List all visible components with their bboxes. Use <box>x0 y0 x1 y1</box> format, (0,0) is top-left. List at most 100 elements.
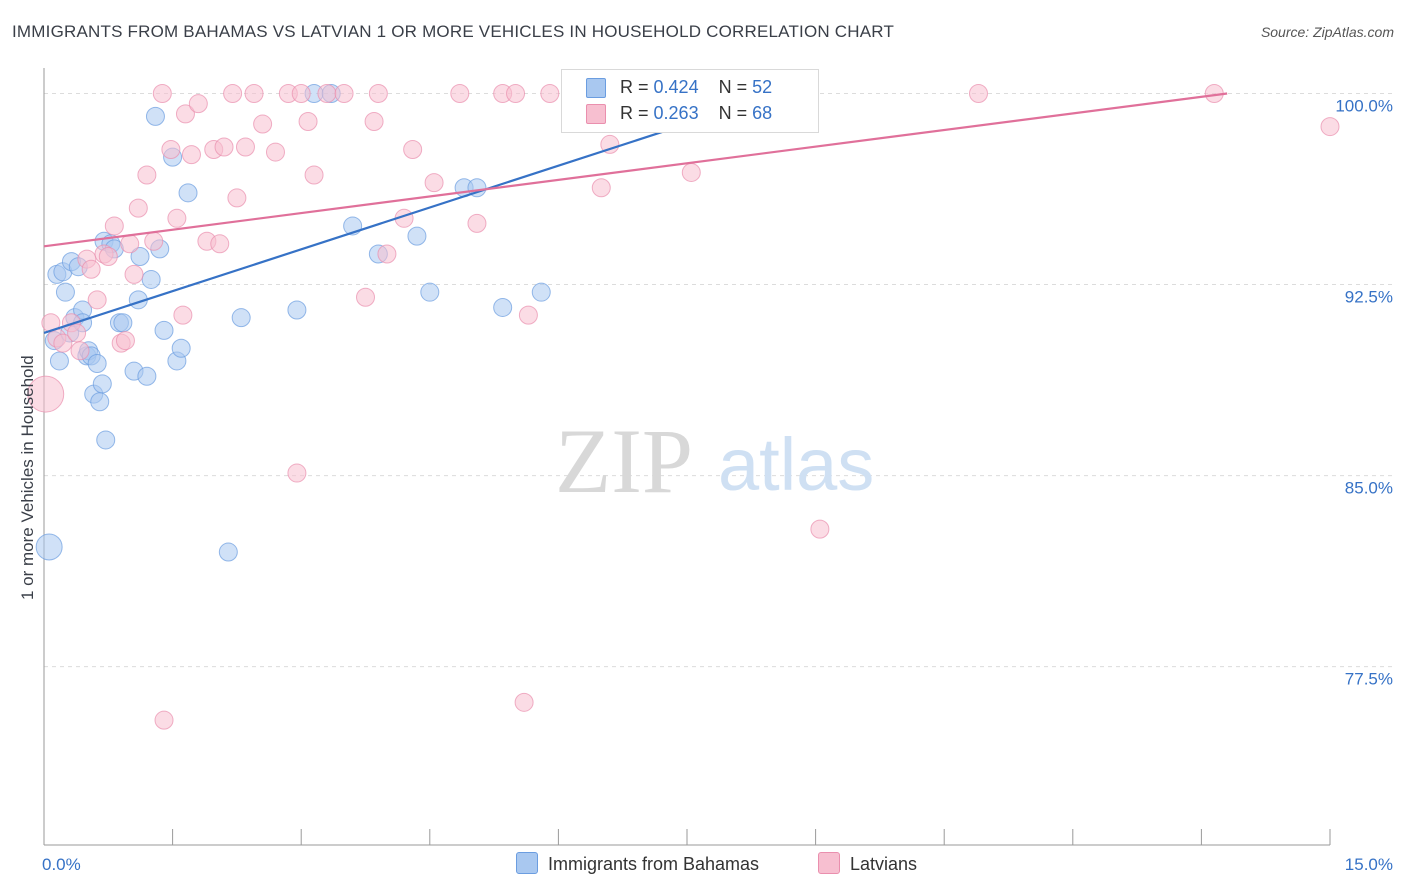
legend-swatch-bahamas <box>586 78 606 98</box>
latvian-point <box>188 94 208 114</box>
latvian-point <box>115 331 135 351</box>
y-tick-label: 92.5% <box>1345 288 1393 307</box>
n-value: 52 <box>752 77 773 97</box>
axes <box>43 68 1331 846</box>
latvian-point <box>253 114 273 134</box>
watermark-zip: ZIP <box>555 410 693 512</box>
bahamas-point <box>218 542 238 562</box>
bahamas-point <box>171 338 191 358</box>
latvian-point <box>67 323 87 343</box>
latvian-point <box>356 287 375 307</box>
r-value: 0.424 <box>653 77 699 97</box>
latvian-point <box>287 463 307 483</box>
legend-item-latvians: Latvians <box>818 852 917 875</box>
latvian-point <box>591 178 611 198</box>
tick-labels: 77.5% 85.0% 92.5% 100.0% 0.0% 15.0% <box>42 96 1393 874</box>
r-label: R = <box>620 103 649 123</box>
latvian-point <box>227 188 247 208</box>
latvian-point <box>137 165 157 185</box>
bahamas-point <box>231 308 251 328</box>
bahamas-point <box>96 430 116 450</box>
latvian-point <box>1320 117 1340 137</box>
legend-stats-bahamas: R = 0.424 N = 52 <box>620 77 772 98</box>
latvian-point <box>334 83 354 103</box>
bahamas-point <box>35 533 63 561</box>
latvian-point <box>128 198 148 218</box>
legend-label-latvians: Latvians <box>850 854 918 874</box>
bahamas-point <box>90 392 110 412</box>
latvian-point <box>364 111 384 131</box>
latvian-point <box>120 234 140 254</box>
latvian-point <box>368 83 388 103</box>
latvian-point <box>265 142 285 162</box>
latvian-point <box>154 710 174 730</box>
latvian-point <box>514 692 534 712</box>
latvian-point <box>27 375 65 413</box>
latvian-point <box>304 165 324 185</box>
latvian-point <box>70 341 90 361</box>
watermark: ZIP atlas <box>555 410 874 512</box>
latvian-point <box>152 83 172 103</box>
bahamas-point <box>493 297 513 317</box>
bahamas-point <box>87 354 107 374</box>
latvian-point <box>181 145 201 165</box>
y-tick-label: 100.0% <box>1335 96 1393 115</box>
r-value: 0.263 <box>653 103 699 123</box>
legend-label-bahamas: Immigrants from Bahamas <box>548 854 760 874</box>
latvian-point <box>317 83 337 103</box>
y-tick-label: 85.0% <box>1345 479 1393 498</box>
legend-swatch-latvians <box>586 104 606 124</box>
source-label: Source: ZipAtlas.com <box>1260 24 1394 40</box>
latvian-point <box>87 290 107 310</box>
x-tick-label: 15.0% <box>1345 855 1393 874</box>
legend-swatch-latvians <box>818 852 840 874</box>
latvian-point <box>98 247 118 267</box>
latvian-point <box>518 305 538 325</box>
latvian-point <box>175 104 195 124</box>
latvian-point <box>450 83 470 103</box>
bahamas-point <box>407 226 427 246</box>
latvian-point <box>161 140 181 160</box>
latvian-point <box>214 137 234 157</box>
data-points <box>27 83 1340 730</box>
latvian-point <box>235 137 255 157</box>
latvian-point <box>223 83 243 103</box>
y-tick-label: 77.5% <box>1345 670 1393 689</box>
bahamas-point <box>178 183 198 203</box>
bahamas-point <box>154 320 174 340</box>
latvian-point <box>124 264 144 284</box>
bahamas-point <box>49 351 69 371</box>
latvian-point <box>467 213 487 233</box>
y-axis-label: 1 or more Vehicles in Household <box>18 355 37 600</box>
latvian-point <box>53 333 73 353</box>
gridlines <box>44 92 1392 668</box>
latvian-point <box>540 83 560 103</box>
latvian-point <box>377 244 397 264</box>
latvian-point <box>144 231 164 251</box>
bahamas-point <box>287 300 307 320</box>
bahamas-point <box>531 282 551 302</box>
latvian-point <box>403 140 423 160</box>
n-label: N = <box>718 103 748 123</box>
bahamas-point <box>92 374 112 394</box>
latvian-point <box>424 173 444 193</box>
n-label: N = <box>718 77 748 97</box>
bahamas-point <box>141 269 161 289</box>
latvian-point <box>104 216 124 236</box>
legend-swatch-bahamas <box>516 852 538 874</box>
latvian-point <box>681 162 701 182</box>
latvian-trend-line <box>43 92 1228 248</box>
latvian-point <box>810 519 830 539</box>
n-value: 68 <box>752 103 773 123</box>
stats-legend: R = 0.424 N = 52 R = 0.263 N = 68 <box>561 69 819 133</box>
bahamas-point <box>55 282 75 302</box>
latvian-point <box>210 234 230 254</box>
latvian-point <box>81 259 101 279</box>
chart-title: IMMIGRANTS FROM BAHAMAS VS LATVIAN 1 OR … <box>12 22 895 41</box>
latvian-point <box>173 305 193 325</box>
bahamas-point <box>113 313 133 333</box>
legend-item-bahamas: Immigrants from Bahamas <box>516 852 759 875</box>
latvian-point <box>968 83 988 103</box>
bahamas-trend-line <box>43 108 731 334</box>
